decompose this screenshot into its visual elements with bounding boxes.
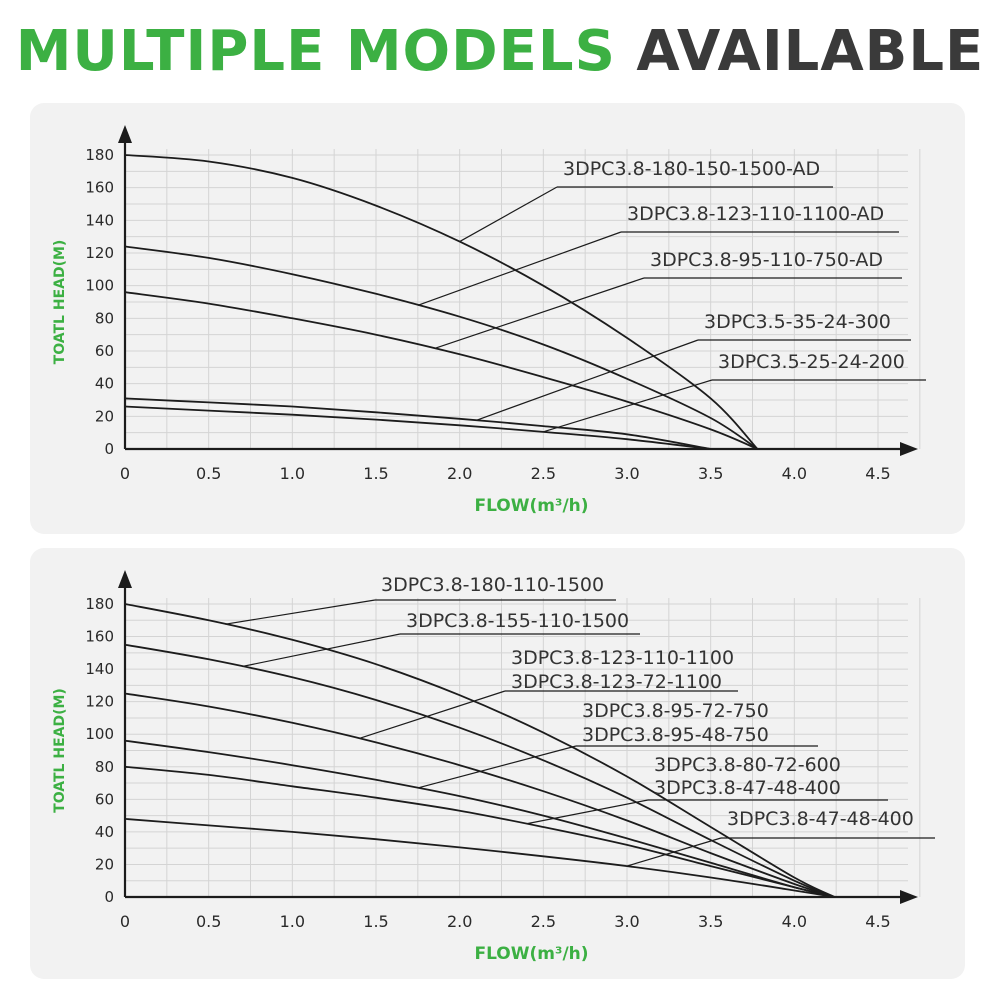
x-axis-title: FLOW(m³/h): [474, 496, 588, 516]
x-tick-label: 2.0: [447, 464, 472, 483]
label-leader-line: [242, 633, 401, 668]
curve-label: 3DPC3.8-155-110-1500: [406, 610, 629, 632]
pump-curve-line: [124, 643, 835, 898]
y-tick-label: 80: [95, 309, 114, 327]
label-leader-line: [543, 379, 713, 433]
x-axis-title: FLOW(m³/h): [474, 944, 588, 964]
y-tick-label: 40: [95, 823, 114, 841]
y-tick-label: 180: [85, 146, 114, 164]
y-tick-label: 60: [95, 342, 114, 360]
x-tick-label: 3.0: [614, 912, 639, 931]
y-tick-label: 0: [104, 888, 114, 906]
pump-curve-chart-2: 0 20 40 60 80 100 120 140 160 180 0 0.5 1.0 1.5 2.0 2.5…: [52, 570, 935, 964]
y-tick-label: 120: [85, 693, 114, 711]
x-tick-label: 2.5: [531, 912, 556, 931]
headline-accent-text: MULTIPLE MODELS: [15, 19, 616, 84]
x-tick-label: 1.5: [363, 464, 388, 483]
y-axis-title: TOATL HEAD(M): [52, 240, 68, 365]
y-tick-label: 180: [85, 595, 114, 613]
curve-label: 3DPC3.8-80-72-600: [654, 754, 841, 776]
label-leader-line: [359, 690, 506, 740]
curve-label: 3DPC3.8-180-110-1500: [381, 574, 604, 596]
x-tick-label: 0.5: [196, 912, 221, 931]
y-tick-label: 100: [85, 725, 114, 743]
x-axis-arrow-icon: [900, 890, 918, 904]
pump-curve-line: [124, 291, 758, 450]
x-tick-label: 2.5: [531, 464, 556, 483]
pump-curve-line: [124, 245, 758, 450]
headline-dark-text: AVAILABLE: [636, 19, 985, 84]
curve-label: 3DPC3.8-95-48-750: [582, 724, 769, 746]
curve-label: 3DPC3.8-47-48-400: [727, 808, 914, 830]
label-leader-line: [526, 799, 649, 825]
x-tick-label: 0: [120, 464, 130, 483]
x-tick-label: 1.5: [363, 912, 388, 931]
y-tick-label: 40: [95, 375, 114, 393]
label-leader-line: [434, 277, 645, 349]
x-tick-label: 2.0: [447, 912, 472, 931]
curve-label: 3DPC3.8-123-72-1100: [511, 671, 722, 693]
curve-label: 3DPC3.8-123-110-1100: [511, 647, 734, 669]
x-tick-label: 4.0: [782, 464, 807, 483]
x-tick-label: 0.5: [196, 464, 221, 483]
x-tick-label: 1.0: [280, 912, 305, 931]
y-tick-label: 160: [85, 628, 114, 646]
x-tick-label: 3.0: [614, 464, 639, 483]
label-leader-line: [225, 599, 376, 625]
y-tick-label: 20: [95, 855, 114, 873]
x-tick-label: 3.5: [698, 912, 723, 931]
curve-label: 3DPC3.8-95-110-750-AD: [650, 249, 883, 271]
page-headline: MULTIPLE MODELS AVAILABLE: [0, 18, 1000, 86]
y-tick-label: 120: [85, 244, 114, 262]
pump-curve-line: [124, 739, 835, 898]
chart-panel-2: 0 20 40 60 80 100 120 140 160 180 0 0.5 1.0 1.5 2.0 2.5…: [30, 548, 965, 979]
label-leader-line: [417, 745, 577, 789]
pump-curve-line: [124, 818, 835, 898]
pump-curve-line: [124, 397, 711, 450]
label-leader-line: [459, 186, 558, 243]
y-tick-label: 100: [85, 277, 114, 295]
y-tick-label: 140: [85, 211, 114, 229]
curve-label: 3DPC3.5-35-24-300: [704, 311, 891, 333]
y-tick-label: 160: [85, 179, 114, 197]
x-tick-label: 1.0: [280, 464, 305, 483]
pump-curve-line: [124, 603, 835, 898]
y-tick-label: 80: [95, 758, 114, 776]
label-leader-line: [626, 837, 722, 867]
pump-curve-line: [124, 765, 835, 898]
y-axis-arrow-icon: [118, 570, 132, 588]
pump-curve-line: [124, 692, 835, 898]
curve-label: 3DPC3.5-25-24-200: [718, 351, 905, 373]
x-tick-label: 3.5: [698, 464, 723, 483]
y-tick-label: 140: [85, 660, 114, 678]
x-tick-label: 4.0: [782, 912, 807, 931]
y-axis-arrow-icon: [118, 125, 132, 143]
x-tick-label: 4.5: [865, 464, 890, 483]
y-axis-title: TOATL HEAD(M): [52, 688, 68, 813]
label-leader-line: [476, 339, 699, 421]
pump-curve-chart-1: 0 20 40 60 80 100 120 140 160 180 0 0.5 1.0 1.5 2.0 2.5…: [52, 125, 926, 516]
x-axis-arrow-icon: [900, 442, 918, 456]
curve-label: 3DPC3.8-47-48-400: [654, 777, 841, 799]
y-tick-label: 60: [95, 790, 114, 808]
pump-curve-line: [124, 405, 711, 450]
chart-panel-1: 0 20 40 60 80 100 120 140 160 180 0 0.5 1.0 1.5 2.0 2.5…: [30, 103, 965, 534]
x-tick-label: 0: [120, 912, 130, 931]
y-tick-label: 20: [95, 407, 114, 425]
curve-label: 3DPC3.8-180-150-1500-AD: [563, 158, 820, 180]
label-leader-line: [417, 231, 622, 306]
curve-label: 3DPC3.8-95-72-750: [582, 700, 769, 722]
x-tick-label: 4.5: [865, 912, 890, 931]
y-tick-label: 0: [104, 440, 114, 458]
curve-label: 3DPC3.8-123-110-1100-AD: [627, 203, 884, 225]
